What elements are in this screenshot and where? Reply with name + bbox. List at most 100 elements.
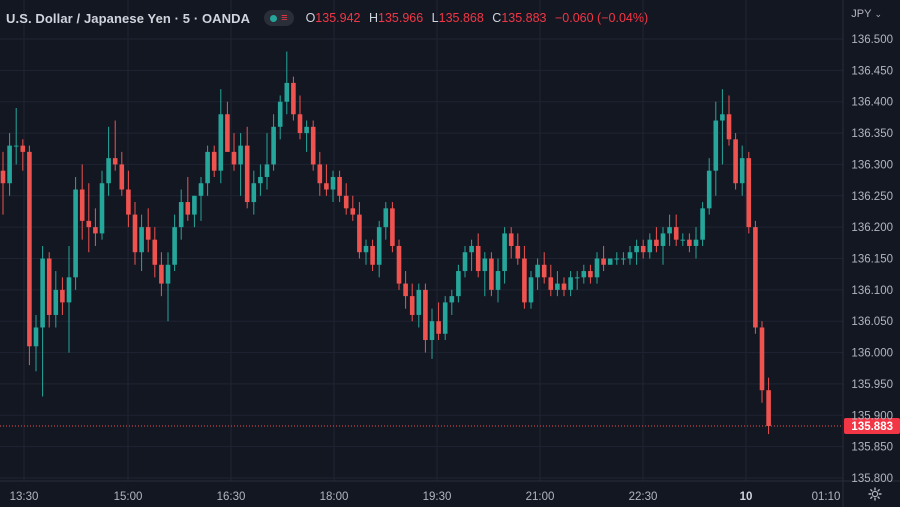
open-key: O: [305, 11, 316, 25]
candle-body: [297, 114, 303, 134]
high-value: 135.966: [378, 11, 424, 25]
candle-body: [159, 264, 164, 284]
candle-body: [330, 176, 336, 190]
candle-body: [627, 252, 633, 259]
y-tick-label: 136.100: [851, 285, 893, 297]
candle-body: [178, 202, 184, 228]
x-tick-label: 10: [740, 491, 753, 503]
candle-body: [238, 145, 243, 165]
candle-body: [310, 126, 316, 165]
y-tick-label: 136.500: [851, 34, 893, 46]
candle-body: [251, 183, 257, 203]
y-tick-label: 136.250: [851, 191, 893, 203]
candle-body: [654, 239, 659, 246]
candle-body: [205, 151, 210, 184]
candle-body: [588, 271, 593, 278]
status-dot-icon: [270, 14, 278, 22]
candle-body: [277, 101, 283, 127]
y-tick-label: 135.900: [851, 410, 893, 422]
time-axis[interactable]: 13:30 15:00 16:30 18:00 19:30 21:00 22:30 10 01:…: [10, 491, 841, 503]
candle-body: [739, 158, 745, 184]
settings-icon[interactable]: [868, 487, 882, 501]
candle-body: [258, 176, 263, 184]
candle-body: [383, 208, 389, 228]
candle-body: [337, 176, 342, 196]
low-key: L: [431, 11, 439, 25]
candle-body: [231, 151, 237, 165]
candle-body: [363, 245, 369, 253]
candle-body: [46, 258, 52, 315]
last-price-label: 135.883: [851, 421, 893, 433]
chevron-down-icon: ⌄: [874, 9, 882, 19]
candle-body: [456, 271, 461, 297]
y-tick-label: 136.350: [851, 128, 893, 140]
x-tick-label: 22:30: [629, 491, 658, 503]
candle-body: [60, 289, 65, 303]
last-price-line: 135.883: [0, 417, 900, 434]
candle-body: [429, 321, 435, 341]
candle-body: [225, 114, 230, 152]
candle-body: [20, 145, 26, 152]
candle-body: [416, 289, 422, 315]
candle-body: [211, 151, 217, 171]
x-tick-label: 19:30: [423, 491, 452, 503]
candle-body: [555, 283, 560, 290]
candle-body: [561, 283, 567, 290]
candle-body: [13, 145, 19, 147]
candle-body: [284, 82, 290, 102]
candle-body: [343, 195, 349, 209]
price-axis[interactable]: 136.500 136.450 136.400 136.350 136.300 136.2…: [851, 34, 893, 485]
candle-body: [112, 158, 118, 165]
candle-body: [7, 145, 12, 184]
candle-body: [396, 245, 402, 284]
candle-body: [640, 245, 646, 253]
candle-body: [680, 239, 686, 241]
candle-body: [218, 114, 224, 171]
candle-body: [126, 189, 131, 215]
candle-body: [350, 208, 356, 215]
candle-body: [548, 277, 554, 290]
candle-body: [423, 289, 428, 341]
candle-body: [79, 189, 85, 221]
currency-selector[interactable]: JPY ⌄: [851, 8, 882, 20]
status-pill[interactable]: ≡: [264, 10, 294, 26]
candle-body: [66, 277, 72, 303]
close-value: 135.883: [501, 11, 547, 25]
candle-body: [528, 277, 534, 303]
y-tick-label: 136.450: [851, 65, 893, 77]
candle-body: [601, 258, 606, 265]
last-price-tag: [844, 417, 900, 434]
candle-body: [647, 239, 653, 253]
candle-body: [733, 139, 738, 184]
symbol-title[interactable]: U.S. Dollar / Japanese Yen · 5 · OANDA: [6, 10, 251, 26]
candle-body: [614, 258, 620, 260]
bars-icon: ≡: [281, 11, 288, 24]
candle-body: [449, 296, 455, 303]
chart-header: U.S. Dollar / Japanese Yen · 5 · OANDA ≡…: [6, 8, 653, 28]
candle-body: [192, 195, 197, 215]
candle-body: [172, 227, 177, 265]
close-key: C: [492, 11, 502, 25]
currency-label: JPY: [851, 8, 872, 20]
candle-body: [660, 233, 666, 246]
y-tick-label: 136.200: [851, 222, 893, 234]
candle-body: [132, 214, 138, 253]
candle-body: [535, 264, 540, 278]
candle-body: [495, 271, 501, 290]
candle-body: [726, 114, 732, 140]
candle-body: [700, 208, 705, 240]
candle-body: [324, 183, 329, 190]
candle-body: [621, 258, 626, 260]
candle-body: [271, 126, 276, 165]
candle-body: [119, 164, 125, 190]
candle-body: [515, 245, 521, 259]
candle-body: [40, 258, 45, 328]
candle-body: [502, 233, 507, 272]
high-key: H: [368, 11, 378, 25]
x-tick-label: 18:00: [320, 491, 349, 503]
candle-body: [53, 289, 59, 315]
candle-body: [706, 170, 712, 209]
candle-body: [541, 264, 547, 278]
